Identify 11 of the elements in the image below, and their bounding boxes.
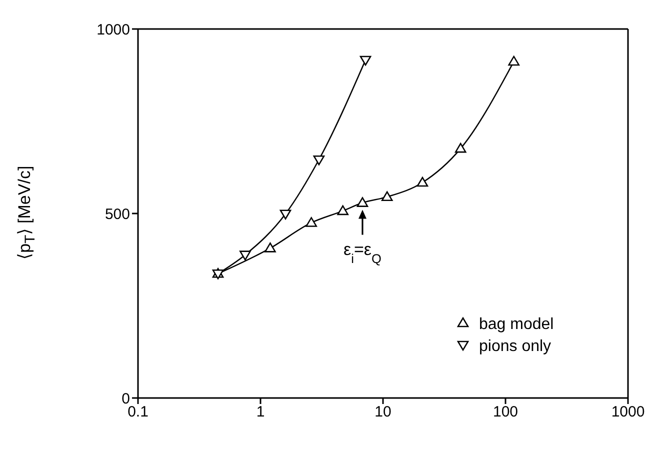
x-tick-label: 1 xyxy=(256,404,265,421)
y-tick-label: 500 xyxy=(104,206,130,223)
legend-label: bag model xyxy=(479,316,554,333)
x-tick-label: 0.1 xyxy=(128,404,148,421)
annotation: ε$_{i}$=ε$_{Q}$ xyxy=(344,240,382,266)
legend-label: pions only xyxy=(479,338,552,355)
x-tick-label: 1000 xyxy=(611,404,645,421)
y-tick-label: 0 xyxy=(122,390,130,408)
y-tick-label: 1000 xyxy=(96,21,130,38)
x-tick-label: 10 xyxy=(374,404,392,421)
x-tick-label: 100 xyxy=(492,404,518,421)
